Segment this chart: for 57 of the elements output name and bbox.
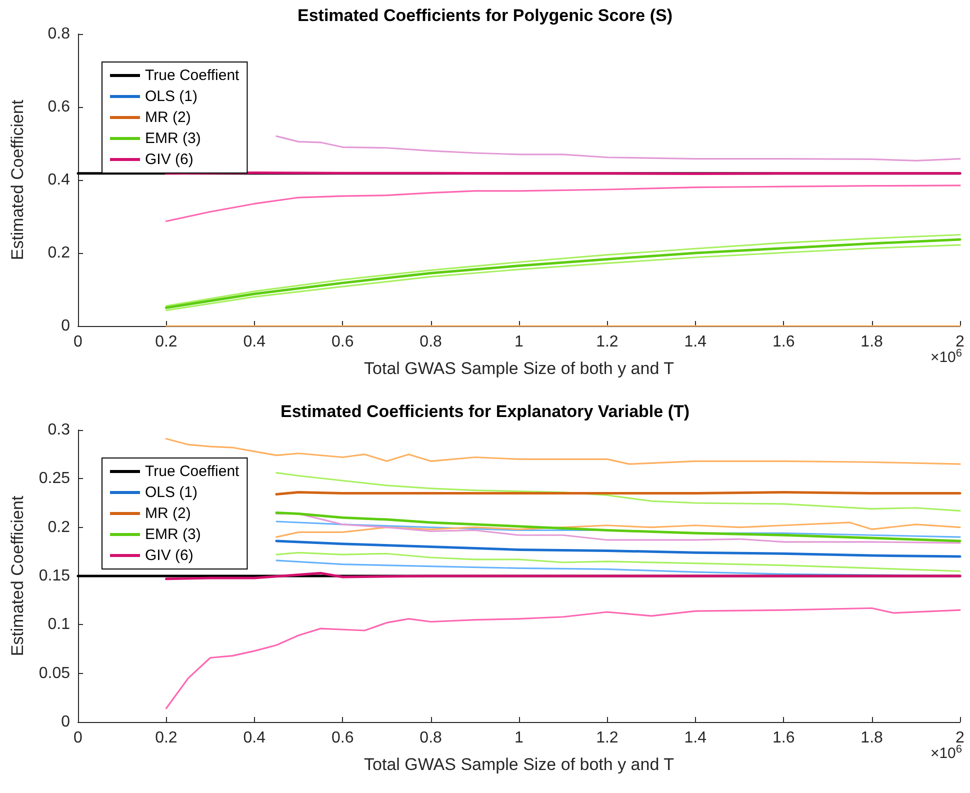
x-tick-label: 1 xyxy=(514,730,524,746)
y-axis-title: Estimated Coefficient xyxy=(8,496,27,656)
x-tick-label: 1 xyxy=(514,334,524,350)
y-tick-label: 0 xyxy=(61,714,70,730)
line-series xyxy=(276,552,961,572)
x-tick-label: 0.8 xyxy=(420,334,442,350)
y-tick-label: 0.2 xyxy=(48,518,70,536)
x-tick-label: 0 xyxy=(74,730,83,746)
legend-label: MR (2) xyxy=(145,505,191,522)
y-tick-label: 0 xyxy=(61,318,70,334)
x-tick-label: 1.4 xyxy=(684,334,707,350)
y-tick-label: 0.2 xyxy=(48,244,70,262)
x-tick-label: 0.4 xyxy=(243,730,266,746)
y-axis-title: Estimated Coefficient xyxy=(8,100,27,260)
x-tick-label: 1.4 xyxy=(684,730,707,746)
legend-label: GIV (6) xyxy=(145,547,194,564)
legend-label: True Coeffient xyxy=(145,463,240,480)
y-tick-label: 0.05 xyxy=(38,664,70,682)
x-tick-label: 0.8 xyxy=(420,730,442,746)
legend-label: GIV (6) xyxy=(145,151,194,168)
x-tick-label: 1.6 xyxy=(772,334,795,350)
y-tick-label: 0.25 xyxy=(38,470,70,488)
line-series xyxy=(276,135,961,162)
x-tick-label: 0 xyxy=(74,334,83,350)
y-tick-label: 0.15 xyxy=(38,568,70,584)
x-tick-label: 1.6 xyxy=(772,730,795,746)
legend-label: EMR (3) xyxy=(145,526,201,543)
x-tick-label: 0.2 xyxy=(155,334,178,350)
x-tick-label: 0.4 xyxy=(243,334,266,350)
x-axis-title: Total GWAS Sample Size of both y and T xyxy=(364,359,674,378)
legend-label: MR (2) xyxy=(145,109,191,126)
x-tick-label: 2 xyxy=(956,334,965,350)
legend-label: True Coeffient xyxy=(145,67,240,84)
x-tick-label: 2 xyxy=(956,730,965,746)
y-tick-label: 0.8 xyxy=(48,26,70,42)
y-tick-label: 0.6 xyxy=(48,98,70,116)
x-tick-label: 0.6 xyxy=(331,334,354,350)
y-tick-label: 0.4 xyxy=(48,172,70,188)
line-series xyxy=(276,472,961,512)
x-tick-label: 1.8 xyxy=(860,730,884,746)
line-series xyxy=(165,184,961,222)
legend-label: OLS (1) xyxy=(145,88,198,105)
x-axis-title: Total GWAS Sample Size of both y and T xyxy=(364,755,674,774)
line-series xyxy=(275,540,962,558)
x-tick-label: 1.2 xyxy=(596,730,618,746)
y-tick-label: 0.3 xyxy=(48,422,70,438)
x-tick-label: 0.2 xyxy=(155,730,178,746)
legend-label: EMR (3) xyxy=(145,130,201,147)
chart-title: Estimated Coefficients for Polygenic Score (S) xyxy=(297,6,673,25)
line-series xyxy=(165,607,961,710)
y-tick-label: 0.1 xyxy=(48,616,70,634)
line-series xyxy=(165,438,961,465)
x-tick-label: 1.2 xyxy=(596,334,618,350)
x-tick-label: 1.8 xyxy=(860,334,884,350)
legend-label: OLS (1) xyxy=(145,484,198,501)
chart-title: Estimated Coefficients for Explanatory Variable (T) xyxy=(280,402,690,421)
x-tick-label: 0.6 xyxy=(331,730,354,746)
